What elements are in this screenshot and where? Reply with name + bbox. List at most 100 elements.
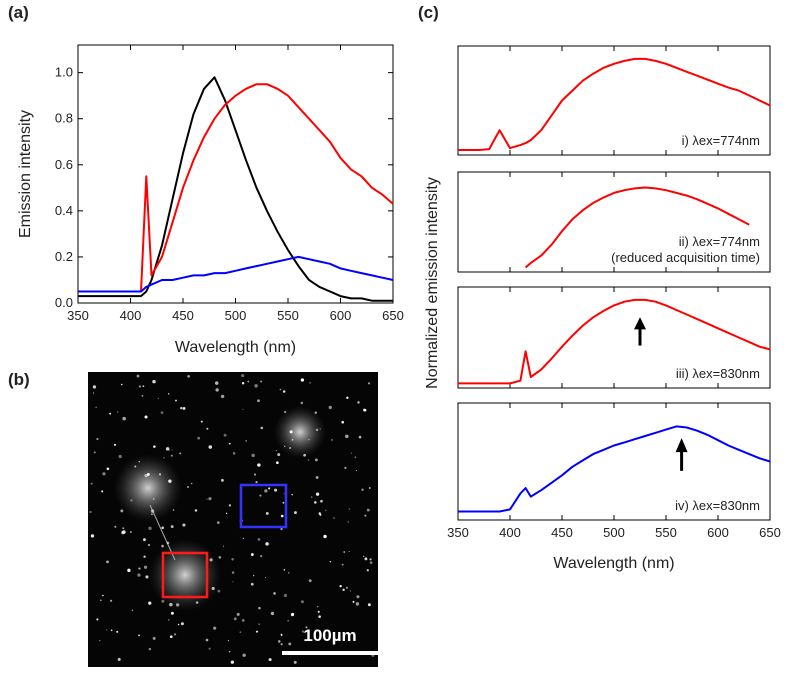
annotation: i) λex=774nm	[682, 133, 760, 148]
speckle	[260, 380, 263, 383]
speckle	[311, 496, 313, 498]
speckle	[214, 381, 219, 385]
speckle	[315, 428, 319, 432]
speckle	[200, 420, 203, 423]
speckle	[268, 658, 272, 662]
speckle	[250, 582, 254, 586]
speckle	[319, 428, 321, 430]
bright-spot	[149, 539, 221, 611]
speckle	[251, 453, 255, 458]
speckle	[213, 626, 217, 630]
speckle	[161, 526, 165, 530]
speckle	[127, 568, 131, 573]
speckle	[346, 396, 349, 399]
speckle	[208, 445, 213, 449]
panel-label: (c)	[418, 3, 439, 22]
speckle	[257, 463, 261, 467]
speckle	[369, 561, 373, 564]
speckle	[206, 427, 209, 430]
speckle	[245, 440, 247, 442]
speckle	[241, 381, 245, 385]
speckle	[315, 492, 320, 496]
speckle	[109, 412, 112, 415]
speckle	[233, 617, 237, 621]
annotation: (reduced acquisition time)	[611, 250, 760, 265]
bright-spot	[274, 406, 326, 458]
speckle	[95, 406, 97, 409]
speckle	[247, 380, 250, 383]
speckle	[258, 623, 261, 626]
y-axis-label: Normalized emission intensity	[424, 177, 441, 389]
speckle	[293, 511, 297, 515]
y-tick-label: 0.8	[55, 111, 73, 126]
speckle	[120, 509, 124, 513]
speckle	[361, 488, 364, 491]
speckle	[339, 584, 342, 588]
speckle	[242, 408, 244, 410]
speckle	[293, 660, 297, 664]
panel-label: (b)	[8, 370, 30, 389]
speckle	[253, 473, 257, 476]
speckle	[166, 541, 170, 545]
speckle	[217, 589, 221, 593]
speckle	[268, 487, 271, 490]
speckle	[242, 537, 244, 540]
speckle	[352, 600, 355, 603]
speckle	[117, 411, 119, 413]
arrow	[634, 317, 646, 346]
speckle	[101, 490, 104, 493]
speckle	[369, 558, 372, 561]
speckle	[341, 563, 344, 566]
speckle	[148, 526, 152, 530]
speckle	[232, 452, 236, 455]
speckle	[141, 394, 144, 397]
speckle	[280, 643, 283, 646]
speckle	[345, 586, 349, 589]
speckle	[283, 410, 287, 414]
speckle	[138, 634, 140, 637]
speckle	[221, 478, 224, 482]
speckle	[314, 501, 317, 504]
speckle	[170, 525, 174, 529]
speckle	[259, 554, 263, 558]
speckle	[170, 611, 174, 615]
speckle	[150, 509, 155, 513]
x-tick-label: 550	[277, 308, 299, 323]
x-tick-label: 350	[67, 308, 89, 323]
speckle	[363, 555, 365, 557]
speckle	[315, 476, 319, 479]
speckle	[308, 438, 310, 441]
speckle	[270, 611, 275, 616]
speckle	[161, 599, 165, 603]
arrow	[675, 438, 688, 471]
speckle	[328, 405, 332, 410]
speckle	[331, 439, 333, 441]
speckle	[364, 557, 368, 561]
speckle	[206, 498, 208, 500]
speckle	[287, 620, 289, 622]
speckle	[350, 452, 353, 454]
bright-spot	[114, 454, 182, 522]
speckle	[117, 657, 121, 661]
speckle	[157, 397, 159, 400]
annotation: ii) λex=774nm	[679, 234, 760, 249]
arrow-head	[675, 438, 688, 453]
speckle	[210, 497, 212, 499]
speckle	[356, 595, 360, 599]
speckle	[239, 631, 242, 633]
speckle	[99, 640, 101, 642]
speckle	[122, 416, 126, 421]
speckle	[102, 594, 104, 597]
x-tick-label: 550	[655, 525, 677, 540]
speckle	[143, 538, 146, 541]
speckle	[265, 542, 269, 546]
speckle	[264, 489, 268, 493]
speckle	[274, 488, 278, 492]
speckle	[345, 434, 349, 439]
x-tick-label: 350	[447, 525, 469, 540]
spectrum-line	[78, 76, 393, 302]
speckle	[308, 579, 312, 583]
speckle	[230, 660, 235, 664]
